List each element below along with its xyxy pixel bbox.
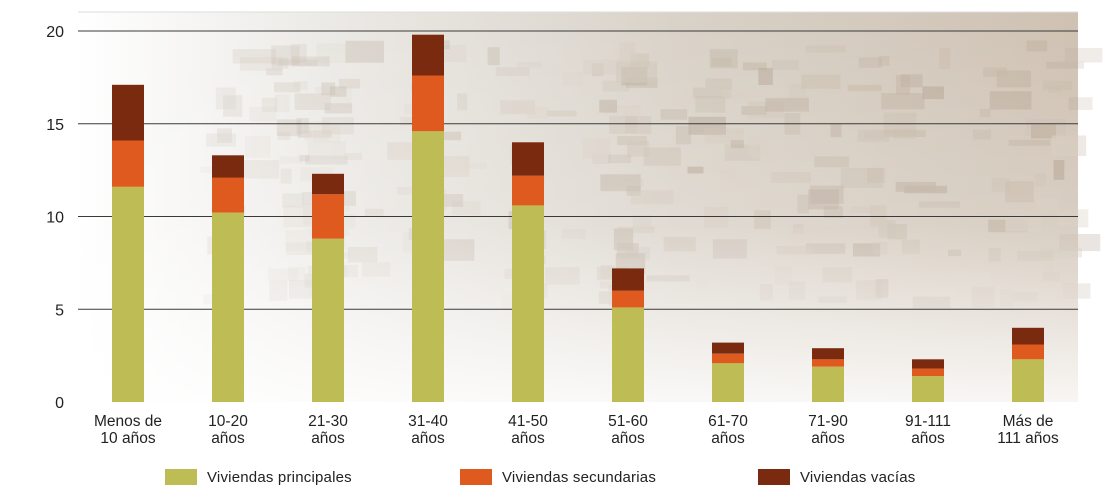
- legend-label: Viviendas secundarias: [502, 468, 657, 486]
- x-tick-label: 10 años: [100, 430, 155, 447]
- x-tick-label: años: [411, 430, 445, 447]
- bar-segment: [312, 194, 344, 239]
- bar-segment: [612, 268, 644, 291]
- bar-segment: [512, 142, 544, 176]
- bar-segment: [912, 359, 944, 369]
- bar-segment: [1012, 344, 1044, 360]
- bar-segment: [612, 290, 644, 308]
- y-tick-label: 20: [46, 24, 64, 41]
- bar-segment: [312, 173, 344, 195]
- legend-item: Viviendas vacías: [758, 466, 916, 488]
- bars: [112, 34, 1044, 402]
- legend: Viviendas principales Viviendas secundari…: [0, 466, 1104, 490]
- bar-segment: [112, 140, 144, 187]
- x-tick-label: años: [211, 430, 245, 447]
- y-tick-label: 0: [55, 395, 64, 412]
- bar-segment: [812, 359, 844, 367]
- y-tick-label: 10: [46, 210, 64, 227]
- legend-label: Viviendas vacías: [800, 468, 916, 486]
- bar-segment: [212, 212, 244, 402]
- bar-segment: [712, 353, 744, 364]
- bar-segment: [1012, 327, 1044, 345]
- x-tick-label: 31-40: [408, 413, 448, 430]
- bar-segment: [512, 175, 544, 206]
- x-tick-label: 111 años: [997, 430, 1059, 447]
- x-tick-label: 51-60: [608, 413, 648, 430]
- bar-segment: [912, 376, 944, 402]
- bar-segment: [412, 75, 444, 132]
- x-tick-label: años: [711, 430, 745, 447]
- bar-segment: [912, 368, 944, 376]
- y-axis: 0 5 10 15 20: [46, 24, 64, 412]
- bar-segment: [712, 363, 744, 402]
- bar-segment: [812, 366, 844, 402]
- gridlines: [78, 30, 1078, 310]
- x-tick-label: años: [311, 430, 345, 447]
- x-tick-label: años: [911, 430, 945, 447]
- bar-segment: [1012, 359, 1044, 402]
- x-tick-label: años: [811, 430, 845, 447]
- bar-segment: [412, 131, 444, 402]
- x-tick-label: 61-70: [708, 413, 748, 430]
- x-tick-label: años: [511, 430, 545, 447]
- x-tick-label: 91-111: [905, 413, 951, 430]
- bar-segment: [412, 34, 444, 76]
- legend-swatch: [758, 469, 790, 485]
- legend-label: Viviendas principales: [207, 468, 352, 486]
- legend-item: Viviendas principales: [165, 466, 352, 488]
- legend-item: Viviendas secundarias: [460, 466, 656, 488]
- x-tick-label: 10-20: [208, 413, 248, 430]
- y-tick-label: 5: [55, 302, 64, 319]
- x-tick-label: 21-30: [308, 413, 348, 430]
- x-tick-label: Menos de: [94, 413, 162, 430]
- legend-swatch: [165, 469, 197, 485]
- y-tick-label: 15: [46, 117, 64, 134]
- bar-segment: [612, 307, 644, 402]
- bar-segment: [112, 186, 144, 402]
- bar-segment: [812, 348, 844, 360]
- bar-segment: [212, 177, 244, 213]
- legend-swatch: [460, 469, 492, 485]
- x-tick-label: años: [611, 430, 645, 447]
- bar-segment: [212, 155, 244, 178]
- x-tick-label: 71-90: [808, 413, 848, 430]
- x-tick-label: 41-50: [508, 413, 548, 430]
- bar-segment: [112, 84, 144, 141]
- background-photo: [78, 12, 1103, 402]
- x-tick-label: Más de: [1003, 413, 1054, 430]
- bar-segment: [512, 205, 544, 402]
- bar-segment: [712, 342, 744, 354]
- bar-segment: [312, 238, 344, 402]
